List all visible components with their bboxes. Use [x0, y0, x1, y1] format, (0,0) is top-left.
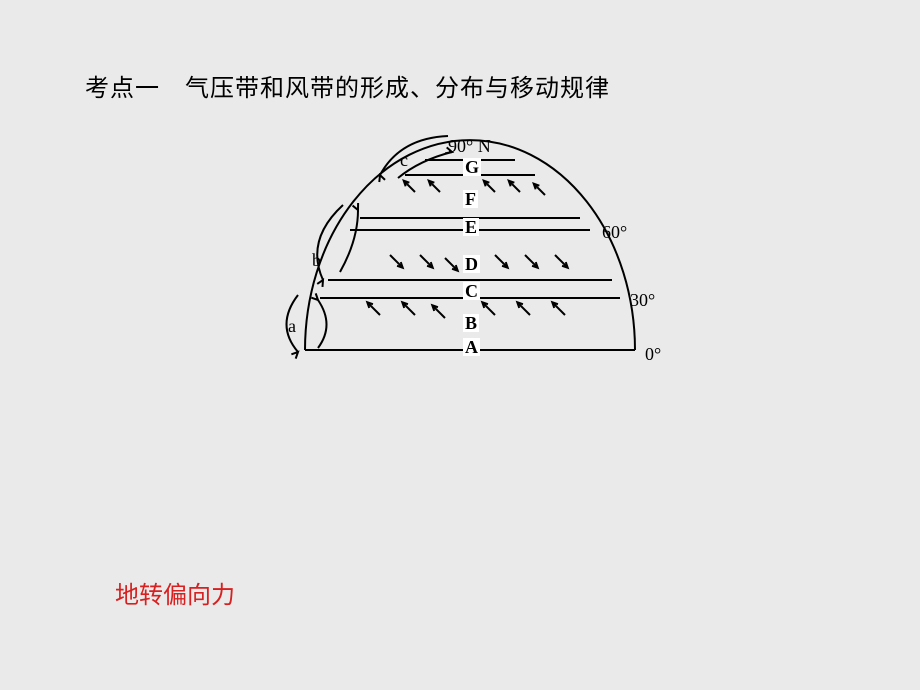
zone-label-g: G [463, 158, 481, 176]
zone-label-d: D [463, 255, 480, 273]
zone-label-a: A [463, 338, 480, 356]
coriolis-label: 地转偏向力 [115, 575, 235, 610]
cell-label-c: c [400, 150, 408, 171]
zone-label-f: F [463, 190, 478, 208]
atmosphere-diagram: 0° 30° 60° 90° N ABCD EFGa b c [280, 130, 660, 370]
cell-label-b: b [312, 250, 321, 271]
cell-label-a: a [288, 316, 296, 337]
latitude-label: 30° [630, 290, 655, 311]
zone-label-c: C [463, 282, 480, 300]
zone-label-b: B [463, 314, 479, 332]
latitude-label: 0° [645, 344, 661, 365]
zone-label-e: E [463, 218, 479, 236]
latitude-label: 60° [602, 222, 627, 243]
latitude-label: 90° N [448, 136, 491, 157]
page-title: 考点一 气压带和风带的形成、分布与移动规律 [85, 68, 610, 103]
